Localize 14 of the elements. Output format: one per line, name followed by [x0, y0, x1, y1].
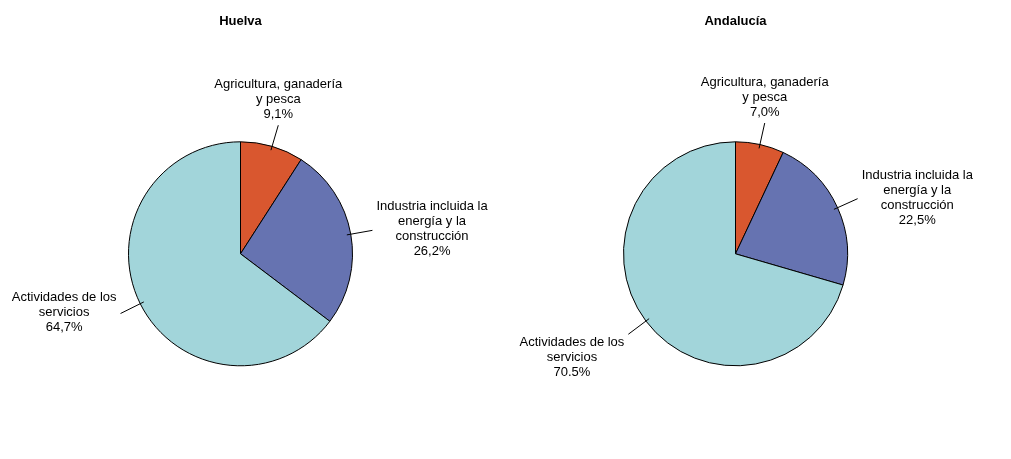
- data-label: 70.5%: [553, 364, 591, 380]
- data-label: 26,2%: [413, 243, 451, 259]
- slice-label: Actividades de los servicios: [11, 289, 118, 320]
- slice-label: Industria incluida la energía y la construcción: [376, 198, 489, 244]
- data-label: 9,1%: [263, 106, 294, 122]
- data-label: 7,0%: [749, 104, 780, 120]
- slice-label: Agricultura, ganadería y pesca: [700, 74, 830, 105]
- data-label: 22,5%: [898, 211, 937, 227]
- slice-label: Industria incluida la energía y la construcción: [861, 166, 974, 212]
- slice-label: Actividades de los servicios: [519, 334, 625, 365]
- chart-title: Huelva: [219, 13, 263, 29]
- slice-label: Agricultura, ganadería y pesca: [214, 76, 344, 107]
- data-label: 64,7%: [45, 319, 84, 335]
- chart-title: Andalucía: [704, 13, 768, 29]
